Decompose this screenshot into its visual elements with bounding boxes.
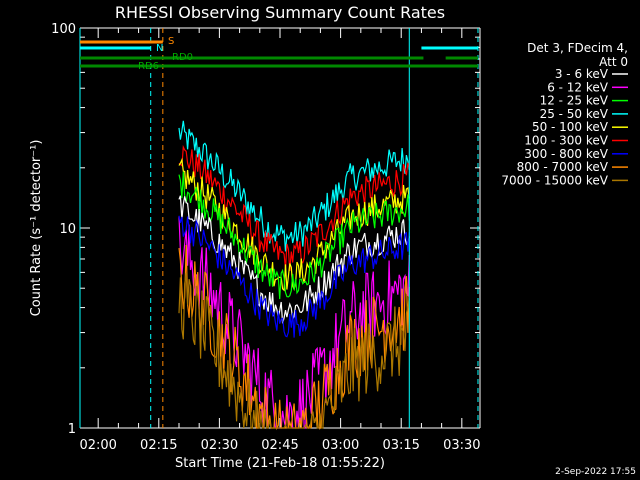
plot-frame <box>79 27 481 429</box>
legend-entry-label: 6 - 12 keV <box>547 80 609 94</box>
state-bar-label: N <box>156 43 163 54</box>
legend-entry-label: 7000 - 15000 keV <box>501 173 608 187</box>
vertical-lines <box>79 28 479 428</box>
legend-entry-label: 3 - 6 keV <box>555 67 609 81</box>
chart-title: RHESSI Observing Summary Count Rates <box>115 3 445 22</box>
legend-entry-label: 100 - 300 keV <box>524 134 608 148</box>
legend-entry-label: 300 - 800 keV <box>524 147 608 161</box>
series-line-25-50-kev <box>178 120 410 252</box>
legend-header-line-2: Att 0 <box>599 55 628 69</box>
x-tick-labels: 02:00 02:15 02:30 02:45 03:00 03:15 03:30 <box>79 28 481 453</box>
x-minor-ticks <box>117 28 443 428</box>
y-tick-labels: 1 10 100 <box>51 22 480 437</box>
y-minor-ticks <box>80 36 480 369</box>
series-line-3-6-kev <box>178 195 410 324</box>
state-bar-label: RD0 <box>172 52 193 63</box>
y-tick-label: 10 <box>59 222 76 237</box>
legend-entry-label: 800 - 7000 keV <box>517 160 609 174</box>
state-bar-label: RD6 <box>138 61 159 72</box>
y-axis-label: Count Rate (s⁻¹ detector⁻¹) <box>29 140 44 317</box>
state-bars: SN RD0 RD6 <box>80 36 478 72</box>
x-tick-label: 02:30 <box>201 438 238 453</box>
series-line-100-300-kev <box>178 144 410 271</box>
x-tick-label: 02:15 <box>140 438 177 453</box>
y-tick-label: 100 <box>51 22 76 37</box>
legend-entry-label: 25 - 50 keV <box>540 107 609 121</box>
x-tick-label: 03:15 <box>382 438 419 453</box>
legend-entry-label: 50 - 100 keV <box>532 120 609 134</box>
x-tick-label: 03:30 <box>443 438 480 453</box>
series-line-300-800-kev <box>178 215 410 338</box>
footer-date: 2-Sep-2022 17:55 <box>555 467 636 477</box>
series-layer <box>178 120 410 431</box>
series-line-12-25-kev <box>178 171 410 300</box>
legend-header-line-1: Det 3, FDecim 4, <box>527 41 628 55</box>
x-tick-label: 02:00 <box>79 438 116 453</box>
y-tick-label: 1 <box>68 422 76 437</box>
series-line-7000-15000-kev <box>178 272 410 429</box>
legend-entry-label: 12 - 25 keV <box>540 94 609 108</box>
x-axis-label: Start Time (21-Feb-18 01:55:22) <box>175 456 385 471</box>
x-tick-label: 03:00 <box>322 438 359 453</box>
state-bar-label: S <box>168 36 174 47</box>
x-tick-label: 02:45 <box>261 438 298 453</box>
